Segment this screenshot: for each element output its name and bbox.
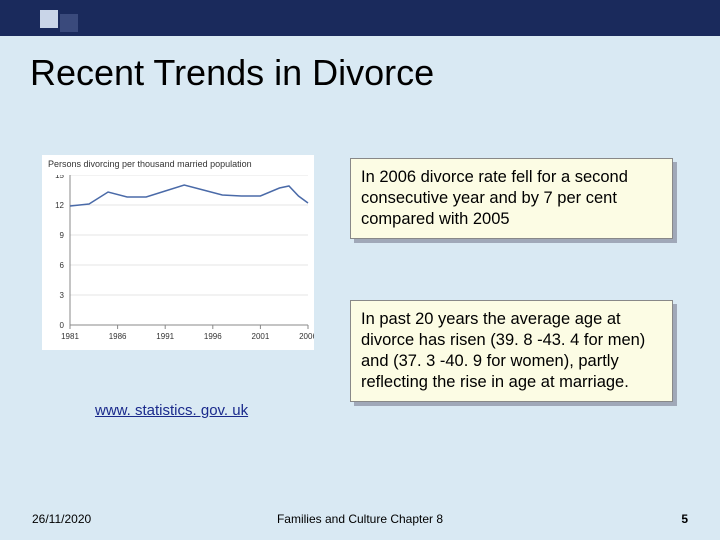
- divorce-rate-chart: Persons divorcing per thousand married p…: [42, 155, 314, 350]
- svg-text:1981: 1981: [61, 332, 79, 341]
- source-link[interactable]: www. statistics. gov. uk: [95, 402, 248, 419]
- footer-date: 26/11/2020: [32, 512, 91, 526]
- chart-svg: 0 3 6 9 12 15 1981 1986 1991 1996 2001 2006: [42, 175, 314, 350]
- svg-text:0: 0: [60, 321, 65, 330]
- footer-center: Families and Culture Chapter 8: [277, 512, 443, 526]
- callout-text-2: In past 20 years the average age at divo…: [361, 310, 645, 391]
- svg-text:1996: 1996: [204, 332, 222, 341]
- svg-text:2006: 2006: [299, 332, 314, 341]
- svg-text:15: 15: [55, 175, 64, 180]
- svg-text:1986: 1986: [109, 332, 127, 341]
- accent-square-light: [40, 10, 58, 28]
- footer-page-number: 5: [681, 512, 688, 526]
- top-bar: [0, 0, 720, 36]
- svg-text:6: 6: [60, 261, 65, 270]
- svg-text:12: 12: [55, 201, 64, 210]
- callout-text-1: In 2006 divorce rate fell for a second c…: [361, 168, 628, 228]
- callout-box-2: In past 20 years the average age at divo…: [350, 300, 673, 402]
- svg-text:9: 9: [60, 231, 65, 240]
- slide-title: Recent Trends in Divorce: [30, 52, 434, 94]
- accent-square-dark: [60, 14, 78, 32]
- svg-text:2001: 2001: [252, 332, 270, 341]
- svg-text:1991: 1991: [156, 332, 174, 341]
- callout-box-1: In 2006 divorce rate fell for a second c…: [350, 158, 673, 239]
- svg-text:3: 3: [60, 291, 65, 300]
- chart-axis-label: Persons divorcing per thousand married p…: [48, 159, 252, 169]
